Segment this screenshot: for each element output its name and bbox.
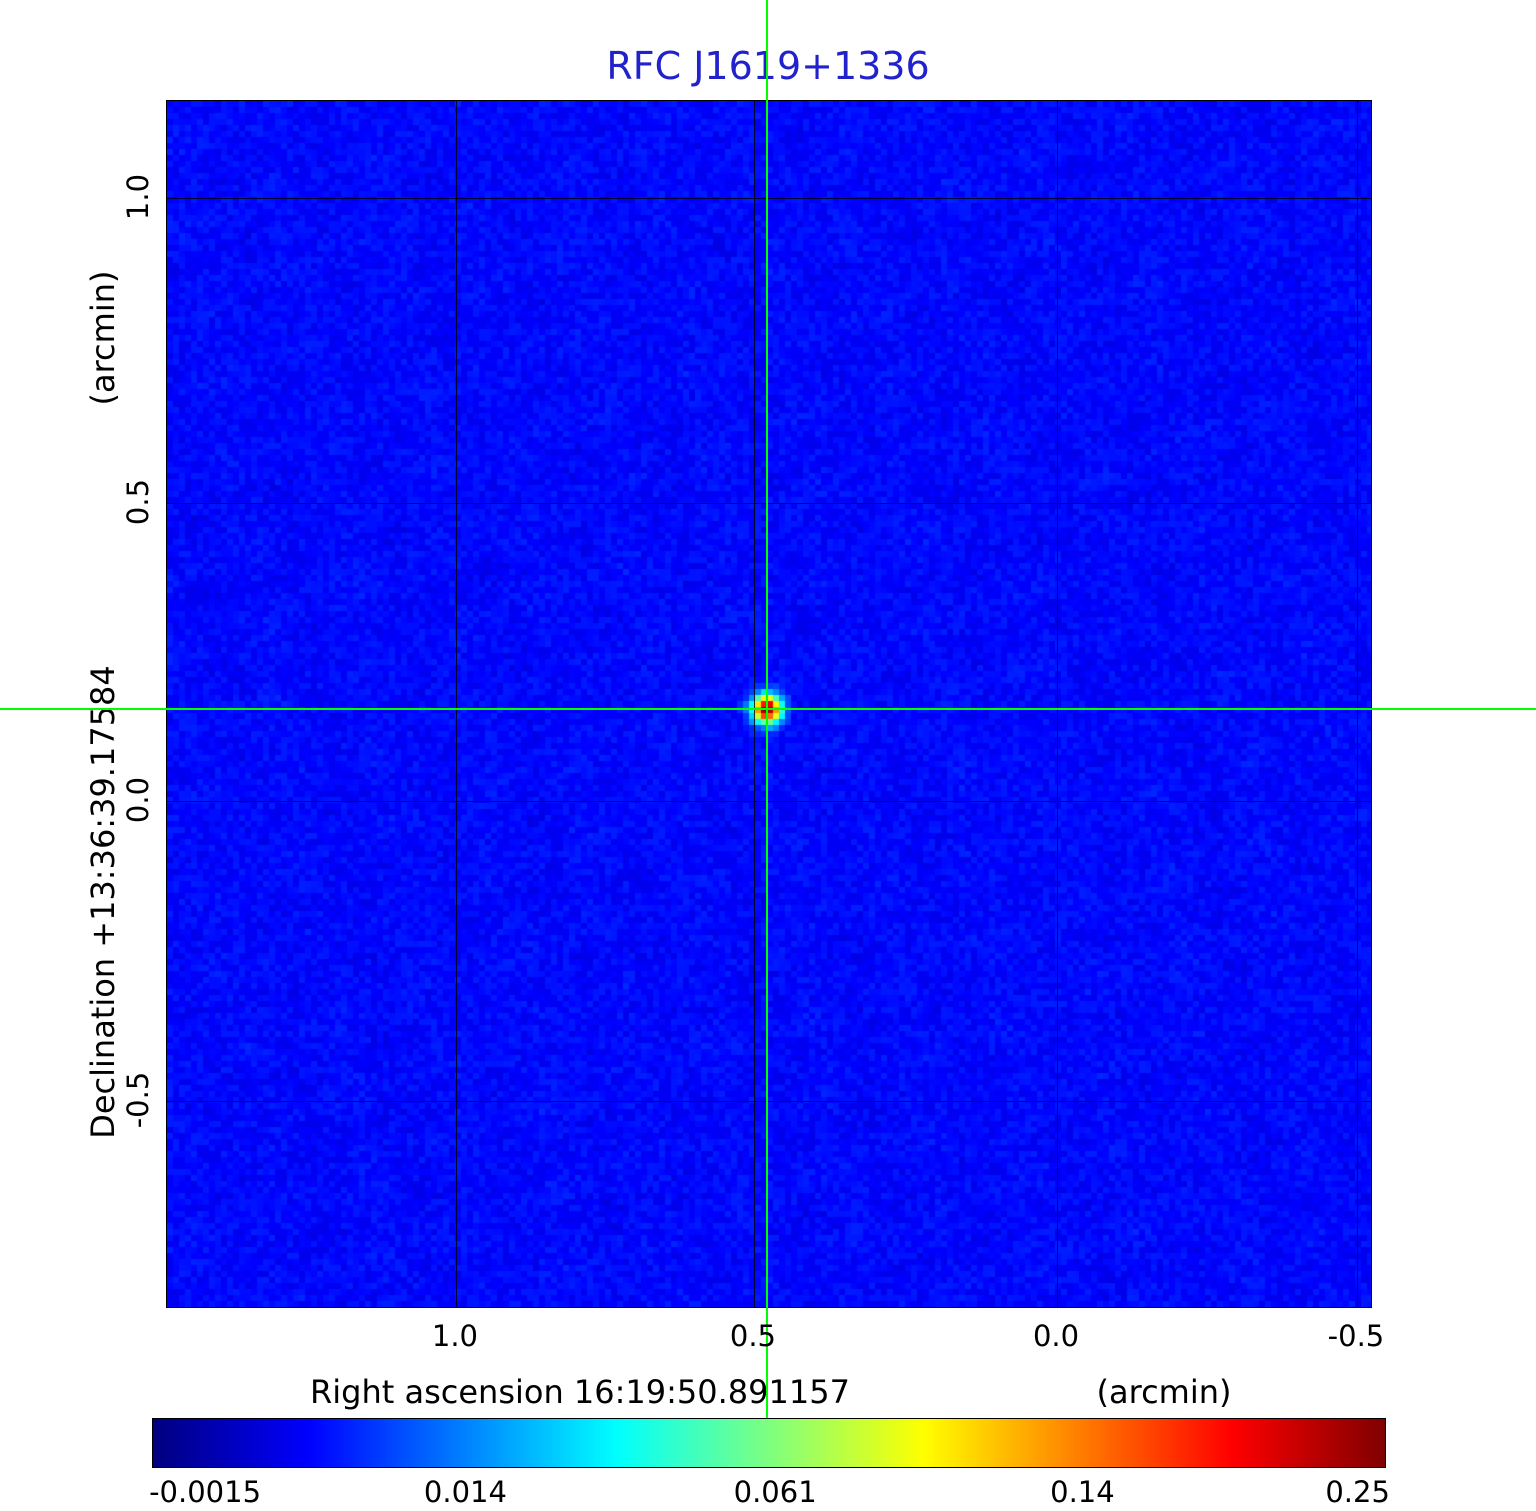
colorbar-tick-label: 0.25: [1325, 1475, 1390, 1509]
plot-title: RFC J1619+1336: [606, 44, 930, 88]
crosshair-vertical-line: [766, 0, 768, 1418]
x-tick-label: 0.0: [1032, 1319, 1080, 1353]
plot-area: [166, 100, 1372, 1308]
colorbar-tick-label: -0.0015: [149, 1475, 262, 1509]
x-tick-label: 0.5: [729, 1319, 777, 1353]
x-gridline: [1357, 101, 1358, 1307]
x-axis-label: Right ascension 16:19:50.891157: [310, 1373, 850, 1411]
colorbar-canvas: [153, 1419, 1385, 1467]
sky-map-canvas: [167, 101, 1371, 1307]
y-gridline: [167, 1101, 1371, 1102]
x-tick-label: -0.5: [1327, 1319, 1385, 1353]
colorbar-tick-label: 0.14: [1050, 1475, 1115, 1509]
y-gridline: [167, 198, 1371, 199]
colorbar-tick-label: 0.061: [733, 1475, 817, 1509]
y-tick-label: 0.0: [121, 776, 155, 824]
y-gridline: [167, 503, 1371, 504]
crosshair-horizontal-line: [0, 708, 1536, 710]
x-gridline: [1057, 101, 1058, 1307]
x-gridline: [456, 101, 457, 1307]
y-tick-label: 1.0: [121, 173, 155, 221]
y-axis-unit-label: (arcmin): [84, 270, 122, 406]
y-gridline: [167, 801, 1371, 802]
colorbar-tick-label: 0.014: [423, 1475, 507, 1509]
x-tick-label: 1.0: [431, 1319, 479, 1353]
colorbar: [152, 1418, 1386, 1468]
y-tick-label: 0.5: [121, 478, 155, 526]
x-gridline: [754, 101, 755, 1307]
y-tick-label: -0.5: [121, 1071, 155, 1129]
x-axis-unit-label: (arcmin): [1096, 1373, 1232, 1411]
y-axis-label: Declination +13:36:39.17584: [84, 665, 122, 1139]
